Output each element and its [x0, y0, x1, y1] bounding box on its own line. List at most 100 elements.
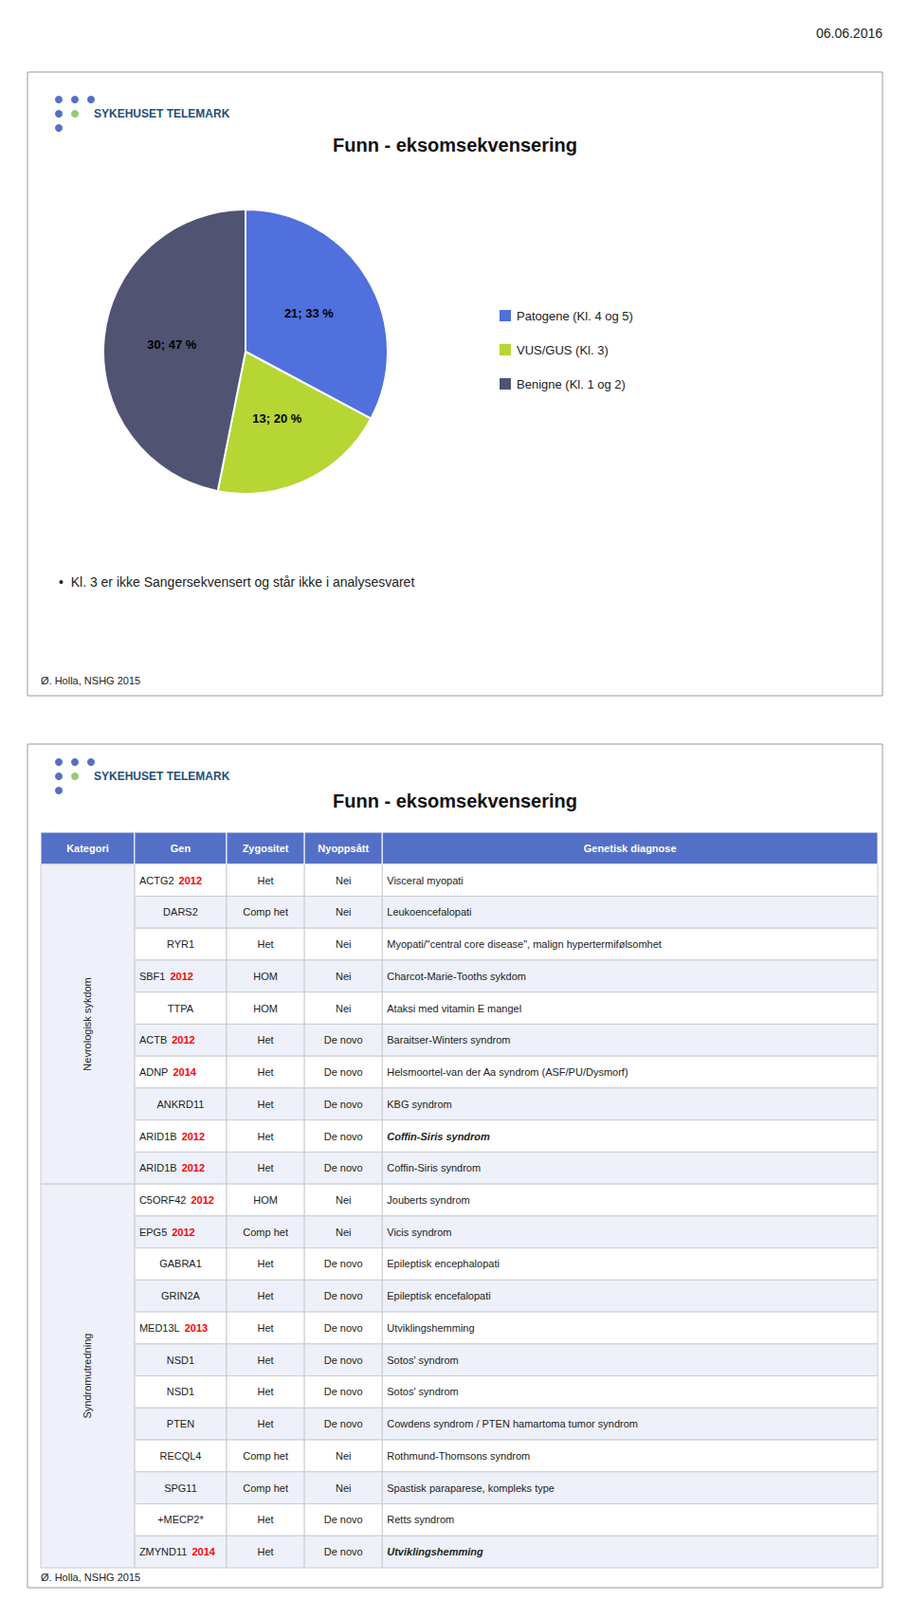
svg-text:2012: 2012 [169, 970, 193, 983]
svg-text:Het: Het [257, 1098, 274, 1111]
svg-text:SBF1: SBF1 [139, 970, 166, 983]
svg-text:Syndromutredning: Syndromutredning [81, 1333, 93, 1420]
svg-text:2014: 2014 [191, 1546, 216, 1558]
svg-text:• Kl. 3 er ikke Sangersekvens: • Kl. 3 er ikke Sangersekvensert og står… [58, 574, 415, 590]
svg-text:Comp het: Comp het [242, 906, 289, 918]
svg-text:Genetisk diagnose: Genetisk diagnose [583, 842, 677, 855]
svg-text:Het: Het [257, 1322, 274, 1334]
svg-text:Het: Het [257, 938, 274, 950]
svg-text:RECQL4: RECQL4 [159, 1450, 201, 1462]
svg-text:2012: 2012 [182, 1130, 205, 1143]
svg-text:Ø. Holla, NSHG 2015: Ø. Holla, NSHG 2015 [40, 674, 141, 687]
svg-text:De novo: De novo [324, 1066, 364, 1078]
svg-text:EPG5: EPG5 [139, 1226, 167, 1238]
svg-text:De novo: De novo [324, 1034, 364, 1046]
svg-text:Funn - eksomsekvensering: Funn - eksomsekvensering [332, 790, 578, 812]
svg-text:NSD1: NSD1 [166, 1385, 195, 1398]
svg-text:Comp het: Comp het [242, 1482, 289, 1494]
svg-text:Nei: Nei [335, 1194, 352, 1206]
svg-text:Nei: Nei [335, 1482, 352, 1494]
svg-text:De novo: De novo [324, 1162, 364, 1174]
svg-text:Nei: Nei [335, 874, 352, 887]
svg-text:06.06.2016: 06.06.2016 [816, 25, 883, 41]
svg-text:Kategori: Kategori [66, 842, 110, 855]
svg-text:Funn - eksomsekvensering: Funn - eksomsekvensering [332, 134, 578, 156]
svg-text:HOM: HOM [253, 1002, 278, 1015]
svg-text:ARID1B: ARID1B [139, 1162, 178, 1174]
svg-text:Het: Het [257, 1162, 274, 1174]
svg-text:Nei: Nei [335, 970, 352, 983]
svg-text:SPG11: SPG11 [163, 1482, 198, 1494]
svg-text:Utviklingshemming: Utviklingshemming [386, 1546, 484, 1558]
svg-text:Het: Het [257, 1354, 274, 1366]
svg-text:GRIN2A: GRIN2A [161, 1290, 201, 1302]
svg-text:Het: Het [257, 874, 274, 887]
svg-text:Het: Het [257, 1290, 274, 1302]
svg-text:2012: 2012 [182, 1162, 205, 1174]
svg-text:Het: Het [257, 1513, 274, 1526]
svg-text:Nei: Nei [335, 1002, 352, 1015]
svg-text:Leukoencefalopati: Leukoencefalopati [386, 906, 472, 918]
svg-text:+MECP2*: +MECP2* [157, 1513, 204, 1526]
svg-text:Ataksi med vitamin E mangel: Ataksi med vitamin E mangel [386, 1002, 522, 1015]
svg-text:Het: Het [257, 1130, 274, 1143]
svg-text:ZMYND11: ZMYND11 [139, 1546, 188, 1558]
svg-text:Utviklingshemming: Utviklingshemming [386, 1322, 474, 1334]
svg-text:HOM: HOM [253, 1194, 278, 1206]
svg-text:Comp het: Comp het [242, 1226, 289, 1238]
svg-text:Retts syndrom: Retts syndrom [386, 1513, 455, 1526]
svg-text:Nevrologisk sykdom: Nevrologisk sykdom [81, 977, 93, 1071]
svg-text:Sotos' syndrom: Sotos' syndrom [386, 1385, 458, 1398]
svg-text:De novo: De novo [324, 1354, 364, 1366]
svg-text:Zygositet: Zygositet [242, 842, 290, 855]
svg-text:De novo: De novo [324, 1385, 364, 1398]
svg-text:ANKRD11: ANKRD11 [156, 1098, 204, 1111]
svg-text:NSD1: NSD1 [166, 1354, 195, 1366]
svg-text:Visceral myopati: Visceral myopati [386, 874, 464, 887]
svg-text:Nei: Nei [335, 906, 352, 918]
svg-text:SYKEHUSET TELEMARK: SYKEHUSET TELEMARK [93, 107, 231, 121]
svg-text:Epileptisk encephalopati: Epileptisk encephalopati [386, 1257, 500, 1270]
svg-text:Gen: Gen [170, 842, 192, 855]
svg-text:De novo: De novo [324, 1418, 364, 1430]
svg-text:PTEN: PTEN [166, 1418, 195, 1430]
svg-text:Het: Het [257, 1418, 274, 1430]
svg-text:2012: 2012 [179, 874, 202, 887]
svg-text:SYKEHUSET TELEMARK: SYKEHUSET TELEMARK [93, 769, 231, 783]
svg-text:Coffin-Siris syndrom: Coffin-Siris syndrom [386, 1130, 491, 1143]
svg-text:GABRA1: GABRA1 [159, 1257, 202, 1270]
svg-text:De novo: De novo [324, 1098, 364, 1111]
svg-text:De novo: De novo [324, 1322, 364, 1334]
svg-text:De novo: De novo [324, 1130, 364, 1143]
svg-text:MED13L: MED13L [139, 1322, 181, 1334]
svg-text:ADNP: ADNP [139, 1066, 169, 1078]
svg-text:Sotos' syndrom: Sotos' syndrom [386, 1354, 458, 1366]
svg-text:Het: Het [257, 1385, 274, 1398]
svg-text:13; 20 %: 13; 20 % [252, 411, 302, 426]
svg-text:Benigne (Kl. 1 og 2): Benigne (Kl. 1 og 2) [516, 377, 626, 392]
svg-text:30; 47 %: 30; 47 % [146, 337, 197, 352]
svg-text:21; 33 %: 21; 33 % [284, 306, 334, 321]
svg-text:Rothmund-Thomsons syndrom: Rothmund-Thomsons syndrom [386, 1450, 530, 1462]
svg-text:Patogene (Kl. 4 og 5): Patogene (Kl. 4 og 5) [516, 309, 634, 324]
svg-text:De novo: De novo [324, 1257, 364, 1270]
svg-text:C5ORF42: C5ORF42 [139, 1194, 187, 1206]
svg-text:De novo: De novo [324, 1546, 364, 1558]
svg-text:Het: Het [257, 1546, 274, 1558]
svg-text:Coffin-Siris syndrom: Coffin-Siris syndrom [386, 1162, 481, 1174]
svg-text:Het: Het [257, 1034, 274, 1046]
svg-text:Myopati/"central core disease": Myopati/"central core disease", malign h… [386, 938, 662, 950]
svg-text:DARS2: DARS2 [163, 906, 199, 918]
svg-text:Baraitser-Winters syndrom: Baraitser-Winters syndrom [386, 1034, 510, 1046]
svg-text:De novo: De novo [324, 1290, 364, 1302]
svg-text:2012: 2012 [171, 1226, 195, 1238]
svg-text:Charcot-Marie-Tooths sykdom: Charcot-Marie-Tooths sykdom [386, 970, 527, 983]
svg-text:Jouberts syndrom: Jouberts syndrom [386, 1194, 470, 1206]
svg-text:ACTG2: ACTG2 [139, 874, 175, 887]
svg-text:Cowdens syndrom / PTEN hamarto: Cowdens syndrom / PTEN hamartoma tumor s… [386, 1418, 638, 1430]
svg-text:ARID1B: ARID1B [139, 1130, 178, 1143]
svg-text:Nyoppsått: Nyoppsått [317, 842, 369, 855]
svg-text:TTPA: TTPA [167, 1002, 195, 1015]
svg-text:Epileptisk encefalopati: Epileptisk encefalopati [386, 1290, 491, 1302]
svg-text:Het: Het [257, 1257, 274, 1270]
